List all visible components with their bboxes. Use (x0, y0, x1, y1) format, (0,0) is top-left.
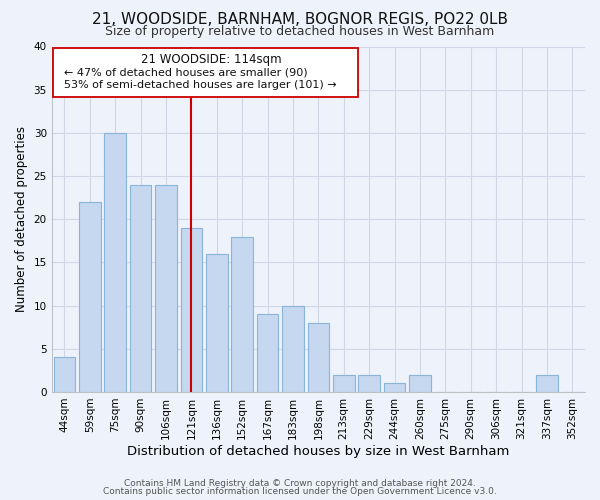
Bar (358, 374, 380, 392)
Bar (536, 374, 557, 392)
Bar (53, 358, 75, 392)
Text: Contains HM Land Registry data © Crown copyright and database right 2024.: Contains HM Land Registry data © Crown c… (124, 478, 476, 488)
Text: Contains public sector information licensed under the Open Government Licence v3: Contains public sector information licen… (103, 487, 497, 496)
Text: Size of property relative to detached houses in West Barnham: Size of property relative to detached ho… (106, 25, 494, 38)
Bar (104, 133, 126, 392)
Bar (79, 202, 101, 392)
Text: 53% of semi-detached houses are larger (101) →: 53% of semi-detached houses are larger (… (64, 80, 337, 90)
Bar (232, 236, 253, 392)
Bar (155, 184, 177, 392)
Text: 21, WOODSIDE, BARNHAM, BOGNOR REGIS, PO22 0LB: 21, WOODSIDE, BARNHAM, BOGNOR REGIS, PO2… (92, 12, 508, 28)
Bar (282, 306, 304, 392)
Bar (130, 184, 151, 392)
Text: 21 WOODSIDE: 114sqm: 21 WOODSIDE: 114sqm (142, 54, 282, 66)
Bar (409, 374, 431, 392)
Text: ← 47% of detached houses are smaller (90): ← 47% of detached houses are smaller (90… (64, 67, 308, 77)
Bar (181, 228, 202, 392)
Bar (384, 384, 406, 392)
X-axis label: Distribution of detached houses by size in West Barnham: Distribution of detached houses by size … (127, 444, 509, 458)
FancyBboxPatch shape (53, 48, 358, 96)
Bar (308, 323, 329, 392)
Y-axis label: Number of detached properties: Number of detached properties (15, 126, 28, 312)
Bar (333, 374, 355, 392)
Bar (257, 314, 278, 392)
Bar (206, 254, 227, 392)
